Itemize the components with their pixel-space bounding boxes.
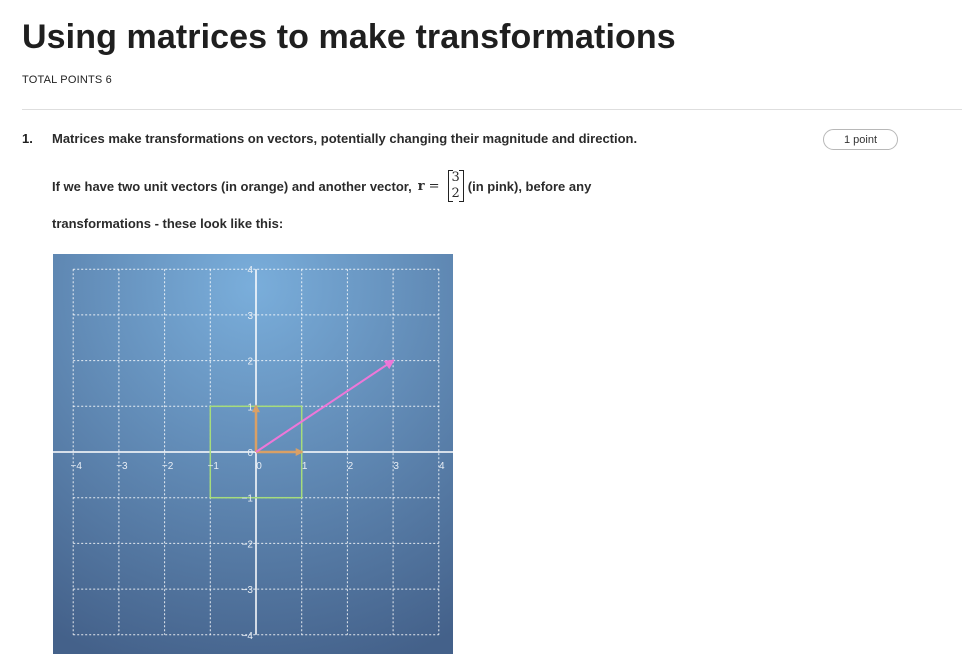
total-points: TOTAL POINTS 6	[22, 74, 113, 86]
y-tick-label: −2	[242, 539, 254, 550]
question-paragraph: If we have two unit vectors (in orange) …	[52, 170, 591, 202]
x-tick-label: 3	[393, 461, 399, 472]
math-variable: r	[417, 178, 425, 194]
points-badge: 1 point	[823, 129, 898, 150]
vector-plot: −4 −3 −2 −1 0 1 2 3 4 4 3 2 1 0 −1 −2 −3 −4	[53, 254, 453, 654]
x-tick-label: −4	[70, 461, 82, 472]
vector-definition: r = 3 2	[417, 170, 465, 202]
y-tick-label: −3	[242, 585, 254, 596]
y-tick-label: 1	[247, 402, 253, 413]
x-tick-label: 4	[439, 461, 445, 472]
x-tick-label: 0	[256, 461, 262, 472]
x-tick-label: −1	[208, 461, 220, 472]
page-title: Using matrices to make transformations	[22, 18, 676, 56]
math-equals: =	[428, 178, 440, 194]
y-tick-label: 0	[247, 448, 253, 459]
vector-figure: −4 −3 −2 −1 0 1 2 3 4 4 3 2 1 0 −1 −2 −3 −4	[53, 254, 453, 654]
y-tick-label: −4	[242, 631, 254, 642]
y-tick-label: −1	[242, 494, 254, 505]
plot-background	[53, 254, 453, 654]
y-tick-label: 4	[247, 265, 253, 276]
question-paragraph-line2: transformations - these look like this:	[52, 216, 284, 231]
vector-bottom-entry: 2	[451, 186, 460, 201]
paragraph-text-after: (in pink), before any	[467, 178, 592, 194]
x-tick-label: −3	[116, 461, 128, 472]
y-tick-label: 3	[247, 311, 253, 322]
paragraph-text-before: If we have two unit vectors (in orange) …	[52, 178, 412, 194]
vector-arrow	[255, 359, 395, 453]
vector-top-entry: 3	[451, 170, 460, 185]
column-vector: 3 2	[447, 170, 465, 202]
question-number: 1.	[22, 131, 33, 146]
x-tick-label: 1	[302, 461, 308, 472]
x-tick-label: 2	[348, 461, 354, 472]
x-tick-label: −2	[162, 461, 174, 472]
y-tick-label: 2	[247, 357, 253, 368]
divider	[22, 109, 962, 110]
question-text: Matrices make transformations on vectors…	[52, 131, 638, 146]
